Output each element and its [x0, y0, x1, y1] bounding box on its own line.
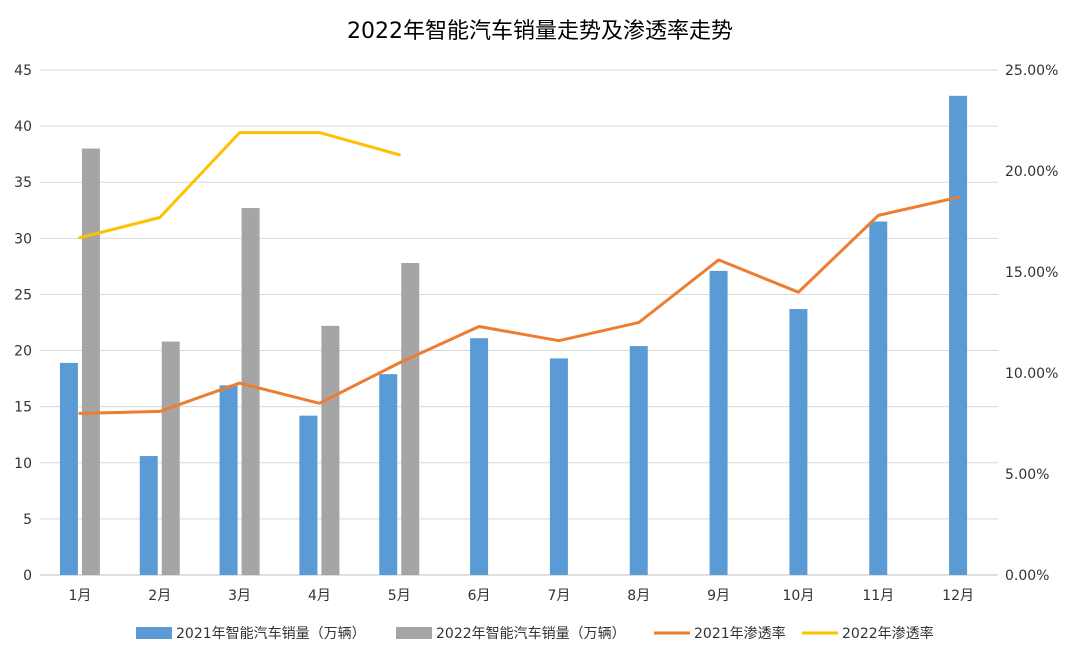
- left-tick-label: 20: [14, 344, 32, 360]
- legend-label: 2021年渗透率: [694, 625, 786, 642]
- x-tick-label: 11月: [862, 588, 894, 604]
- x-tick-label: 8月: [627, 588, 650, 604]
- right-tick-label: 20.00%: [1005, 164, 1058, 180]
- right-tick-label: 5.00%: [1005, 467, 1049, 483]
- lines: [78, 131, 960, 415]
- bar-2021: [59, 362, 78, 575]
- bar-2022: [161, 341, 180, 575]
- left-tick-label: 15: [14, 400, 32, 416]
- left-tick-label: 30: [14, 231, 32, 247]
- line-2022-penetration: [78, 131, 401, 240]
- legend-label: 2022年智能汽车销量（万辆）: [436, 625, 626, 642]
- x-axis-labels: 1月 2月 3月 4月 5月 6月 7月 8月 9月 10月 11月 12月: [68, 588, 974, 604]
- bar-2021: [470, 338, 489, 575]
- left-tick-label: 35: [14, 175, 32, 191]
- x-tick-label: 3月: [228, 588, 251, 604]
- x-tick-label: 9月: [707, 588, 730, 604]
- bar-2021: [299, 415, 318, 575]
- chart-title: 2022年智能汽车销量走势及渗透率走势: [347, 19, 733, 44]
- left-tick-label: 45: [14, 63, 32, 79]
- bar-2022: [321, 325, 340, 575]
- bars: [59, 95, 968, 576]
- bar-2022: [241, 208, 260, 576]
- x-tick-label: 4月: [308, 588, 331, 604]
- bar-2021: [869, 221, 888, 575]
- left-axis-ticks: 0 5 10 15 20 25 30 35 40 45: [14, 63, 32, 584]
- bar-2022: [81, 148, 100, 576]
- left-tick-label: 40: [14, 119, 32, 135]
- right-tick-label: 10.00%: [1005, 366, 1058, 382]
- left-tick-label: 10: [14, 456, 32, 472]
- bar-2021: [789, 309, 808, 575]
- legend-label: 2022年渗透率: [842, 625, 934, 642]
- bar-2021: [629, 346, 648, 575]
- legend-swatch: [136, 627, 172, 639]
- gridlines: [40, 69, 998, 576]
- legend: 2021年智能汽车销量（万辆） 2022年智能汽车销量（万辆） 2021年渗透率 20…: [136, 625, 934, 642]
- x-tick-label: 2月: [148, 588, 171, 604]
- left-tick-label: 5: [23, 512, 32, 528]
- legend-swatch: [396, 627, 432, 639]
- bar-2021: [139, 456, 158, 575]
- x-tick-label: 7月: [547, 588, 570, 604]
- bar-2021: [709, 270, 728, 575]
- left-tick-label: 25: [14, 287, 32, 303]
- right-tick-label: 15.00%: [1005, 265, 1058, 281]
- x-tick-label: 12月: [942, 588, 974, 604]
- right-tick-label: 0.00%: [1005, 568, 1049, 584]
- bar-2021: [549, 358, 568, 575]
- x-tick-label: 5月: [388, 588, 411, 604]
- x-tick-label: 10月: [783, 588, 815, 604]
- legend-label: 2021年智能汽车销量（万辆）: [176, 625, 366, 642]
- right-axis-ticks: 0.00% 5.00% 10.00% 15.00% 20.00% 25.00%: [1005, 63, 1058, 584]
- bar-2021: [379, 374, 398, 575]
- x-tick-label: 6月: [468, 588, 491, 604]
- bar-2022: [401, 263, 420, 575]
- right-tick-label: 25.00%: [1005, 63, 1058, 79]
- x-tick-label: 1月: [68, 588, 91, 604]
- bar-2021: [219, 385, 238, 575]
- line-2021-penetration: [78, 195, 960, 415]
- left-tick-label: 0: [23, 568, 32, 584]
- bar-2021: [949, 95, 968, 576]
